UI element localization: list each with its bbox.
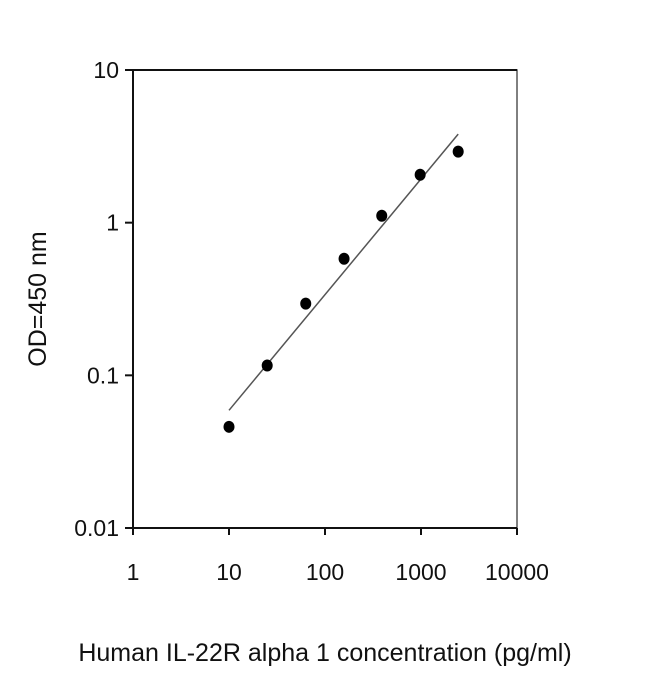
data-point [414, 168, 426, 181]
data-point [376, 209, 388, 222]
x-tick-label: 100 [306, 559, 344, 585]
y-tick-label: 10 [93, 57, 119, 83]
x-axis-title: Human IL-22R alpha 1 concentration (pg/m… [78, 639, 571, 667]
x-tick-label: 10 [216, 559, 242, 585]
data-point [223, 420, 235, 433]
y-ticks: 10 1 0.1 0.01 [74, 57, 133, 541]
data-point [261, 359, 273, 372]
y-tick-label: 0.01 [74, 515, 119, 541]
x-ticks: 1 10 100 1000 10000 [127, 528, 549, 585]
data-points [223, 145, 464, 433]
y-axis-title: OD=450 nm [24, 231, 52, 367]
data-point [452, 145, 464, 158]
data-point [300, 297, 312, 310]
y-tick-label: 0.1 [87, 362, 119, 388]
plot-area-border [132, 69, 518, 529]
x-tick-label: 1000 [395, 559, 446, 585]
plot-frame [132, 69, 518, 529]
x-tick-label: 1 [127, 559, 140, 585]
y-tick-label: 1 [106, 210, 119, 236]
x-tick-label: 10000 [485, 559, 549, 585]
data-point [338, 252, 350, 265]
